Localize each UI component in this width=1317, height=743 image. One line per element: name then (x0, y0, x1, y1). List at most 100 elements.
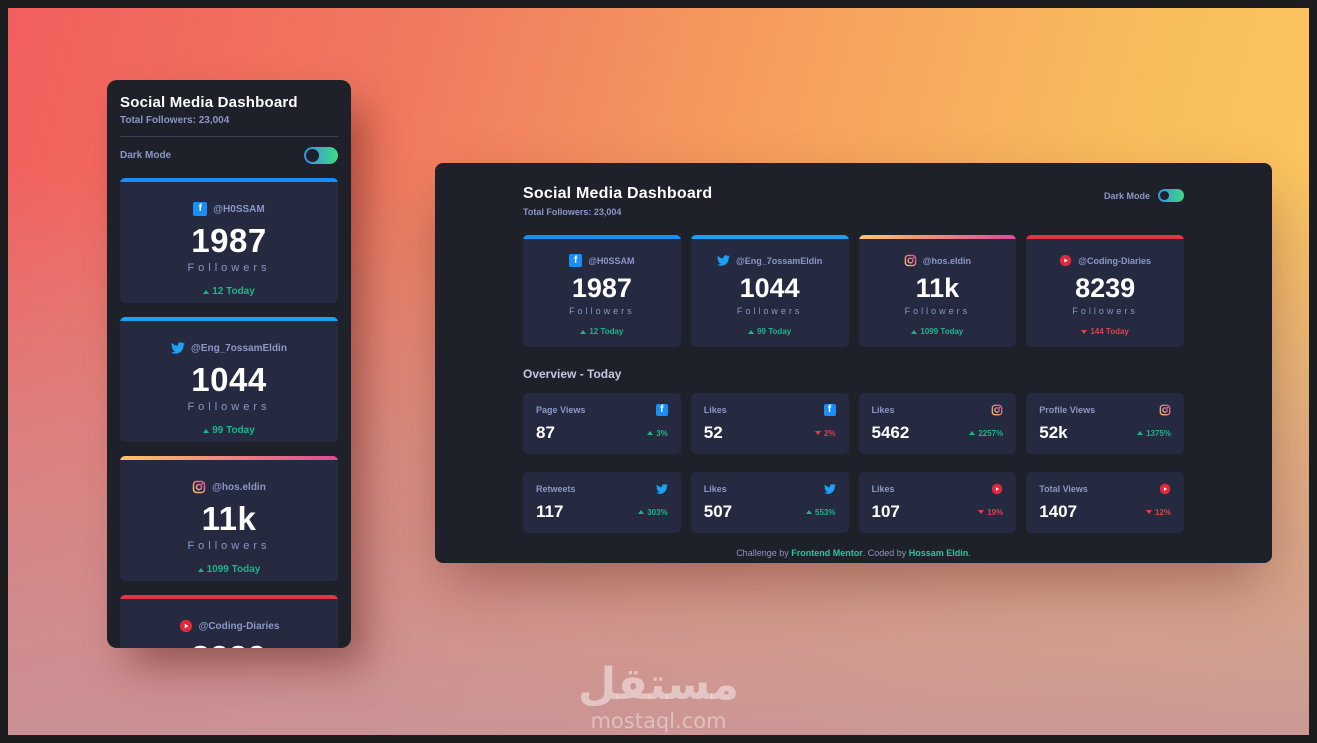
metric-change: 303% (638, 508, 668, 517)
instagram-icon (904, 254, 917, 267)
metric-value: 5462 (871, 423, 910, 442)
follower-card-instagram: @hos.eldin 11k Followers 1099 Today (858, 235, 1017, 347)
metric-label: Page Views (536, 405, 586, 415)
follower-count: 1044 (191, 361, 267, 398)
accent-bar (120, 595, 338, 599)
followers-label: Followers (1072, 306, 1138, 316)
metric-label: Likes (871, 484, 895, 494)
follower-card-youtube: @Coding-Diaries 8239 Followers 144 Today (120, 595, 338, 648)
follower-count: 1987 (191, 222, 267, 259)
arrow-up-icon (638, 510, 645, 514)
desktop-dashboard-panel: Social Media Dashboard Total Followers: … (435, 163, 1272, 563)
overview-title: Overview - Today (523, 367, 622, 381)
watermark-domain-text: mostaql.com (590, 709, 727, 733)
overview-card-retweets-twitter: Retweets 117 303% (523, 472, 681, 533)
overview-card-likes-twitter: Likes 507 553% (690, 472, 849, 533)
follower-card-facebook: @H0SSAM 1987 Followers 12 Today (120, 178, 338, 303)
change-text: 1099 Today (920, 327, 964, 336)
accent-bar (523, 235, 681, 239)
dark-mode-toggle[interactable] (304, 147, 338, 164)
followers-label: Followers (736, 306, 803, 316)
arrow-up-icon (203, 289, 210, 294)
account-handle: @Eng_7ossamEldin (735, 255, 823, 266)
twitter-icon (656, 483, 668, 495)
handle-row: @Coding-Diaries (1026, 254, 1184, 267)
youtube-icon (991, 483, 1003, 495)
facebook-icon (193, 202, 208, 216)
account-handle: @hos.eldin (212, 481, 266, 493)
handle-row: @H0SSAM (120, 202, 338, 216)
account-handle: @H0SSAM (213, 203, 265, 215)
facebook-icon (823, 404, 836, 416)
daily-change: 12 Today (203, 286, 255, 297)
arrow-up-icon (203, 428, 210, 433)
overview-card-likes-instagram: Likes 5462 2257% (858, 393, 1017, 454)
daily-change: 99 Today (748, 327, 791, 336)
change-text: 2257% (978, 428, 1004, 438)
change-text: 99 Today (757, 327, 792, 336)
follower-count: 1044 (739, 273, 800, 303)
change-text: 12% (1154, 507, 1171, 517)
metric-change: 12% (1145, 507, 1171, 517)
twitter-icon (717, 254, 730, 267)
account-handle: @Eng_7ossamEldin (191, 342, 287, 354)
facebook-icon (569, 254, 583, 267)
dark-mode-toggle[interactable] (1158, 189, 1184, 202)
title-block: Social Media Dashboard Total Followers: … (523, 185, 712, 217)
overview-card-total-views-youtube: Total Views 1407 12% (1026, 472, 1184, 533)
overview-card-likes-youtube: Likes 107 19% (858, 472, 1017, 533)
change-text: 1099 Today (206, 564, 261, 575)
daily-change: 12 Today (580, 327, 623, 336)
handle-row: @H0SSAM (523, 254, 681, 267)
follower-count: 11k (201, 500, 257, 537)
arrow-up-icon (969, 431, 976, 435)
follower-count: 1987 (571, 273, 632, 303)
followers-label: Followers (187, 540, 271, 552)
arrow-up-icon (580, 329, 587, 334)
author-link[interactable]: Hossam Eldin (908, 548, 969, 558)
instagram-icon (192, 480, 206, 494)
daily-change: 99 Today (203, 425, 255, 436)
arrow-down-icon (1145, 510, 1152, 514)
change-text: 144 Today (1090, 327, 1129, 336)
overview-card-page-views-facebook: Page Views 87 3% (523, 393, 681, 454)
followers-label: Followers (187, 262, 271, 274)
metric-label: Profile Views (1039, 405, 1096, 415)
metric-value: 117 (536, 502, 564, 521)
dark-mode-row: Dark Mode (120, 147, 338, 164)
follower-card-twitter: @Eng_7ossamEldin 1044 Followers 99 Today (690, 235, 849, 347)
instagram-icon (1159, 404, 1171, 416)
change-text: 1375% (1146, 428, 1171, 438)
arrow-up-icon (1137, 431, 1144, 435)
account-handle: @Coding-Diaries (198, 620, 280, 632)
metric-change: 1375% (1137, 429, 1171, 438)
dashboard-header: Social Media Dashboard Total Followers: … (523, 185, 1184, 217)
arrow-up-icon (197, 567, 204, 572)
frontend-mentor-link[interactable]: Frontend Mentor (791, 548, 863, 558)
change-text: 19% (987, 507, 1004, 517)
followers-label: Followers (904, 306, 971, 316)
arrow-up-icon (911, 329, 918, 334)
daily-change: 144 Today (1081, 327, 1129, 336)
dark-mode-label: Dark Mode (1103, 190, 1150, 201)
metric-label: Total Views (1039, 484, 1088, 494)
accent-bar (120, 178, 338, 182)
followers-label: Followers (569, 306, 635, 316)
metric-change: 2% (814, 429, 836, 438)
change-text: 3% (656, 428, 668, 438)
arrow-up-icon (748, 329, 755, 334)
metric-label: Likes (871, 405, 895, 415)
mostaql-watermark: مستقل mostaql.com (8, 659, 1309, 734)
handle-row: @Eng_7ossamEldin (120, 341, 338, 355)
handle-row: @Coding-Diaries (120, 619, 338, 633)
watermark-arabic-text: مستقل (578, 659, 739, 710)
page-title: Social Media Dashboard (120, 94, 298, 111)
change-text: 553% (815, 507, 836, 517)
handle-row: @Eng_7ossamEldin (691, 254, 849, 267)
followers-label: Followers (187, 401, 271, 413)
attribution-footer: Challenge by Frontend Mentor. Coded by H… (523, 548, 1184, 558)
arrow-up-icon (647, 431, 654, 435)
metric-change: 3% (647, 429, 668, 438)
metric-value: 52 (703, 423, 723, 442)
twitter-icon (171, 341, 185, 355)
